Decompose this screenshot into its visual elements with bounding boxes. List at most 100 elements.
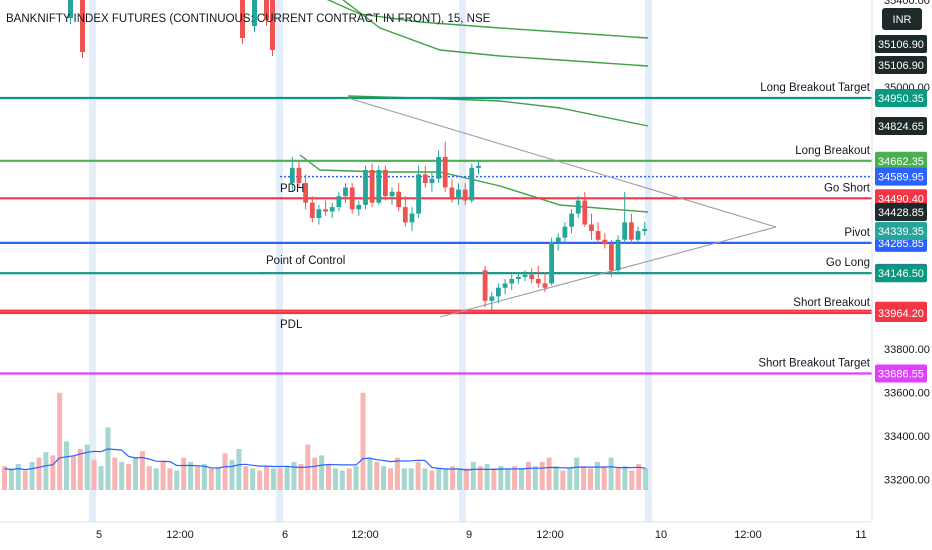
candle-body bbox=[369, 170, 375, 203]
candle-body bbox=[409, 213, 415, 223]
candle-body bbox=[635, 231, 641, 240]
candle-body bbox=[496, 287, 501, 297]
y-tick-label: 33600.00 bbox=[884, 387, 930, 399]
candle-body bbox=[349, 187, 355, 210]
volume-bar bbox=[567, 468, 573, 490]
x-tick-label: 12:00 bbox=[734, 529, 762, 541]
candle-body bbox=[482, 270, 488, 301]
volume-bar bbox=[243, 466, 249, 490]
candle-body bbox=[562, 226, 568, 238]
currency-badge bbox=[882, 8, 922, 30]
candle-body bbox=[489, 296, 495, 301]
level-price-text: 34589.95 bbox=[878, 172, 924, 184]
candle-body bbox=[575, 200, 581, 214]
candle-body bbox=[309, 202, 315, 218]
volume-bar bbox=[64, 441, 69, 490]
volume-bar bbox=[201, 464, 207, 490]
candle-body bbox=[429, 178, 435, 184]
volume-bar bbox=[436, 468, 442, 490]
annotation-point-of-control: Point of Control bbox=[266, 255, 345, 267]
volume-bar bbox=[153, 468, 159, 490]
candle-body bbox=[589, 224, 594, 231]
volume-bar bbox=[195, 466, 200, 490]
volume-bar bbox=[601, 466, 607, 490]
y-tick-label: 35400.00 bbox=[884, 0, 930, 7]
volume-bar bbox=[477, 466, 483, 490]
volume-bar bbox=[381, 466, 387, 490]
candle-body bbox=[569, 213, 574, 227]
volume-bar bbox=[257, 470, 263, 490]
candle-body bbox=[442, 156, 448, 188]
price-axis[interactable]: 35400.0035000.0033800.0033600.0033400.00… bbox=[871, 0, 932, 550]
level-price-text: 34950.35 bbox=[878, 93, 924, 105]
level-price-text: 34146.50 bbox=[878, 268, 924, 280]
candle-body bbox=[642, 228, 648, 232]
y-tick-label: 33400.00 bbox=[884, 431, 930, 443]
candle-body bbox=[535, 279, 541, 284]
volume-bar bbox=[139, 451, 145, 490]
volume-bar bbox=[636, 464, 642, 490]
volume-bar bbox=[422, 468, 428, 490]
volume-bar bbox=[250, 468, 256, 490]
level-price-badge bbox=[875, 304, 927, 322]
volume-bar bbox=[36, 457, 42, 490]
volume-bar bbox=[491, 468, 497, 490]
level-price-text: 33964.20 bbox=[878, 308, 924, 320]
volume-bar bbox=[367, 457, 373, 490]
volume-bar bbox=[15, 464, 21, 490]
candle-body bbox=[376, 170, 382, 203]
candle-body bbox=[522, 274, 528, 277]
price-badge-text: 34824.65 bbox=[878, 121, 924, 133]
candle-body bbox=[323, 209, 328, 212]
candle-body bbox=[502, 283, 508, 288]
moving-average-0 bbox=[326, 0, 649, 39]
level-label: Short Breakout Target bbox=[758, 358, 870, 370]
volume-bar bbox=[270, 468, 276, 490]
session-band-1 bbox=[276, 0, 283, 522]
volume-bar bbox=[126, 464, 132, 490]
candle-body bbox=[469, 167, 475, 201]
candle-body bbox=[343, 187, 348, 197]
volume-bar bbox=[622, 466, 628, 490]
volume-bar bbox=[215, 468, 221, 490]
upper-trendline bbox=[347, 97, 777, 228]
x-tick-label: 9 bbox=[466, 529, 472, 541]
candle-body bbox=[622, 222, 628, 240]
volume-bar bbox=[222, 453, 228, 490]
volume-bar bbox=[291, 461, 297, 490]
level-price-badge bbox=[875, 364, 927, 383]
annotations: PDH Point of Control PDL bbox=[266, 183, 345, 331]
candle-body bbox=[456, 189, 461, 199]
candle-body bbox=[422, 174, 428, 184]
volume-bar bbox=[57, 392, 63, 490]
session-band-2 bbox=[459, 0, 466, 522]
x-tick-label: 5 bbox=[96, 529, 102, 541]
volume-bar bbox=[457, 468, 462, 490]
volume-bar bbox=[43, 452, 49, 490]
triangle-pattern[interactable] bbox=[347, 97, 777, 318]
moving-average-1 bbox=[342, 0, 649, 67]
candle-body bbox=[402, 207, 408, 223]
volume-bar bbox=[498, 466, 504, 490]
time-axis[interactable]: 5 12:00 6 12:00 9 12:00 10 12:00 11 bbox=[0, 521, 872, 541]
volume-bar bbox=[298, 464, 304, 490]
volume-ma-line bbox=[4, 448, 646, 471]
candle-body bbox=[549, 242, 554, 284]
volume-bar bbox=[553, 466, 559, 490]
volume-bar bbox=[160, 461, 166, 490]
candle-body bbox=[542, 283, 548, 288]
volume-bar bbox=[22, 470, 28, 490]
candle-body bbox=[462, 189, 468, 201]
x-tick-label: 10 bbox=[655, 529, 667, 541]
volume-bar bbox=[339, 470, 345, 490]
volume-bar bbox=[401, 468, 407, 490]
volume-bar bbox=[50, 455, 56, 490]
candle-body bbox=[356, 204, 362, 210]
candle-body bbox=[509, 279, 515, 284]
x-tick-label: 11 bbox=[855, 529, 866, 541]
candle-body bbox=[609, 244, 614, 271]
level-label: Go Long bbox=[826, 257, 870, 269]
currency-label: INR bbox=[893, 14, 912, 26]
x-tick-label: 12:00 bbox=[166, 529, 194, 541]
